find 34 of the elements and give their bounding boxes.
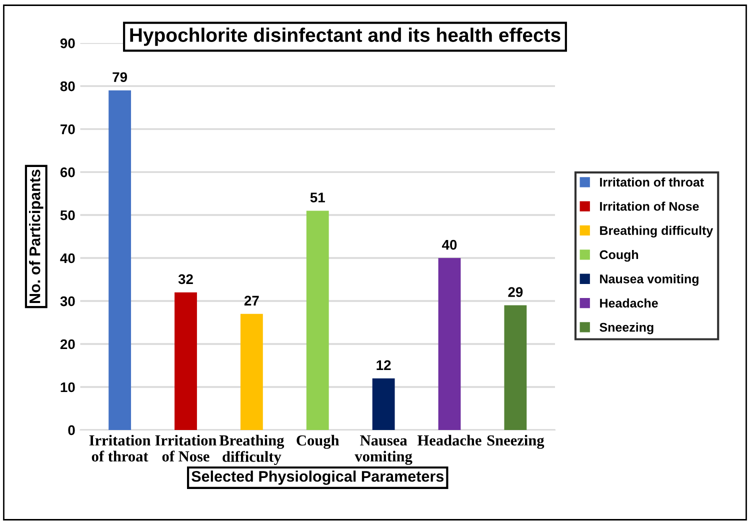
x-tick-label: Irritation of throat <box>89 434 151 462</box>
legend-label: Nausea vomiting <box>600 274 698 286</box>
x-tick-label: Nausea vomiting <box>354 435 412 465</box>
x-tick-label: Sneezing <box>487 434 544 449</box>
y-tick-label: 90 <box>60 38 75 48</box>
data-label: 12 <box>376 360 391 370</box>
y-tick-label: 60 <box>60 167 75 178</box>
legend-label: Breathing difficulty <box>600 226 714 238</box>
data-label: 51 <box>310 192 325 202</box>
x-axis-title: Selected Physiological Parameters <box>192 470 444 485</box>
data-label: 79 <box>112 72 128 82</box>
x-tick-label: Breathing difficulty <box>219 434 284 466</box>
data-label: 29 <box>508 287 523 297</box>
legend-label: Headache <box>600 298 658 308</box>
x-tick-label: Cough <box>296 434 340 449</box>
legend-label: Irritation of Nose <box>600 202 699 211</box>
y-tick-label: 70 <box>60 124 75 134</box>
y-tick-label: 20 <box>60 339 75 350</box>
y-tick-label: 0 <box>68 425 75 436</box>
data-label: 27 <box>244 296 259 306</box>
legend-label: Irritation of throat <box>600 177 704 187</box>
legend-label: Sneezing <box>600 322 654 334</box>
legend-label: Cough <box>600 250 638 262</box>
x-tick-label: Irritation of Nose <box>155 434 216 462</box>
y-tick-label: 40 <box>60 253 75 264</box>
y-tick-label: 10 <box>60 382 75 392</box>
x-tick-label: Headache <box>418 434 482 446</box>
data-label: 40 <box>442 240 457 250</box>
chart-title: Hypochlorite disinfectant and its health effects <box>130 28 560 46</box>
y-tick-label: 30 <box>60 296 75 306</box>
y-tick-label: 80 <box>60 81 75 92</box>
data-label: 32 <box>178 274 193 284</box>
y-axis-title: No. of Participants <box>29 170 44 303</box>
y-tick-label: 50 <box>60 210 75 220</box>
